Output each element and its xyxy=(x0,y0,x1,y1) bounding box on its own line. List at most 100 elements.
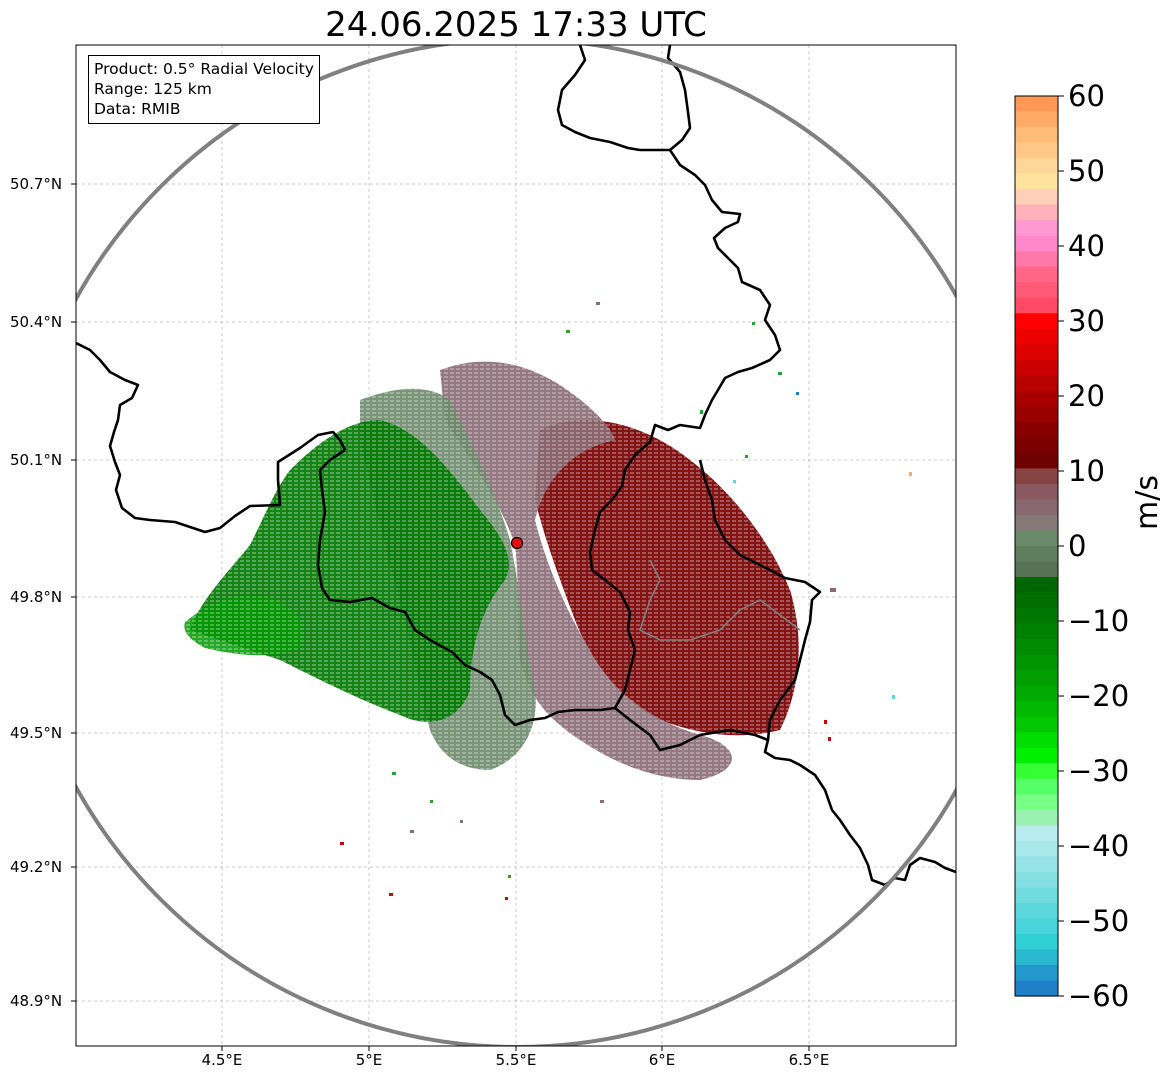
lat-tick-label: 49.5°N xyxy=(10,724,63,742)
colorbar-tick-label: 20 xyxy=(1068,379,1105,413)
colorbar-swatch xyxy=(1015,96,1058,113)
lat-tick-label: 50.7°N xyxy=(10,175,63,193)
colorbar xyxy=(1015,96,1058,997)
colorbar-swatch xyxy=(1015,856,1058,873)
colorbar-swatch xyxy=(1015,933,1058,951)
border-belgium-france-central xyxy=(316,448,616,727)
colorbar-swatch xyxy=(1015,918,1058,935)
lon-tick-label: 5.5°E xyxy=(495,1051,537,1069)
colorbar-tick-label: 40 xyxy=(1068,229,1105,263)
colorbar-swatch xyxy=(1015,220,1058,237)
colorbar-swatch xyxy=(1015,871,1058,888)
colorbar-swatch xyxy=(1015,142,1058,159)
info-product: Product: 0.5° Radial Velocity xyxy=(94,60,314,78)
colorbar-swatch xyxy=(1015,297,1058,314)
colorbar-swatch xyxy=(1015,452,1058,470)
colorbar-swatch xyxy=(1015,328,1058,345)
colorbar-swatch xyxy=(1015,809,1058,826)
colorbar-tick-label: 10 xyxy=(1068,454,1105,488)
colorbar-swatch xyxy=(1015,778,1058,795)
colorbar-swatch xyxy=(1015,577,1058,594)
colorbar-tick-label: −20 xyxy=(1068,679,1130,713)
colorbar-swatch xyxy=(1015,949,1058,966)
colorbar-swatch xyxy=(1015,344,1058,361)
colorbar-swatch xyxy=(1015,902,1058,920)
colorbar-tick-label: −40 xyxy=(1068,829,1130,863)
colorbar-swatch xyxy=(1015,390,1058,407)
colorbar-swatch xyxy=(1015,964,1058,982)
colorbar-swatch xyxy=(1015,732,1058,749)
border-luxembourg-east xyxy=(698,459,822,741)
lon-tick-label: 6.5°E xyxy=(788,1051,830,1069)
lat-tick-label: 49.8°N xyxy=(10,588,63,606)
colorbar-swatch xyxy=(1015,189,1058,206)
lon-tick-label: 4.5°E xyxy=(201,1051,243,1069)
colorbar-tick-label: 60 xyxy=(1068,79,1105,113)
colorbar-swatch xyxy=(1015,685,1058,702)
border-luxembourg xyxy=(588,45,782,709)
colorbar-swatch xyxy=(1015,158,1058,175)
colorbar-tick-label: −60 xyxy=(1068,979,1130,1013)
colorbar-swatch xyxy=(1015,313,1058,330)
colorbar-swatch xyxy=(1015,173,1058,190)
colorbar-swatch xyxy=(1015,623,1058,640)
colorbar-swatch xyxy=(1015,887,1058,904)
region-outline xyxy=(639,559,801,641)
colorbar-swatch xyxy=(1015,546,1058,563)
colorbar-tick-label: 30 xyxy=(1068,304,1105,338)
colorbar-swatch xyxy=(1015,127,1058,144)
info-data-source: Data: RMIB xyxy=(94,100,181,118)
colorbar-swatch xyxy=(1015,825,1058,842)
product-info-box: Product: 0.5° Radial Velocity Range: 125… xyxy=(88,55,320,124)
lat-tick-label: 49.2°N xyxy=(10,858,63,876)
colorbar-swatch xyxy=(1015,421,1058,438)
lat-tick-label: 48.9°N xyxy=(10,992,63,1010)
colorbar-swatch xyxy=(1015,235,1058,252)
velocity-echoes xyxy=(184,302,912,900)
colorbar-swatch xyxy=(1015,111,1058,128)
colorbar-swatch xyxy=(1015,716,1058,733)
map-title: 24.06.2025 17:33 UTC xyxy=(325,5,707,45)
colorbar-swatch xyxy=(1015,561,1058,578)
colorbar-swatch xyxy=(1015,437,1058,454)
colorbar-swatch xyxy=(1015,406,1058,423)
colorbar-swatch xyxy=(1015,747,1058,764)
colorbar-swatch xyxy=(1015,763,1058,780)
colorbar-swatch xyxy=(1015,592,1058,609)
colorbar-swatch xyxy=(1015,980,1058,997)
colorbar-tick-label: −30 xyxy=(1068,754,1130,788)
lat-tick-label: 50.1°N xyxy=(10,451,63,469)
lon-tick-label: 6°E xyxy=(648,1051,676,1069)
radar-site-marker xyxy=(510,536,524,550)
lat-tick-label: 50.4°N xyxy=(10,313,63,331)
country-borders xyxy=(76,45,956,887)
colorbar-swatch xyxy=(1015,608,1058,625)
colorbar-swatch xyxy=(1015,654,1058,671)
colorbar-swatch xyxy=(1015,639,1058,656)
lon-tick-label: 5°E xyxy=(355,1051,383,1069)
colorbar-swatch xyxy=(1015,701,1058,718)
colorbar-swatch xyxy=(1015,468,1058,485)
colorbar-tick-label: 50 xyxy=(1068,154,1105,188)
colorbar-swatch xyxy=(1015,359,1058,376)
colorbar-swatch xyxy=(1015,483,1058,501)
colorbar-swatch xyxy=(1015,794,1058,811)
colorbar-swatch xyxy=(1015,670,1058,687)
colorbar-swatch xyxy=(1015,375,1058,392)
border-belgium-france-west xyxy=(76,341,347,534)
colorbar-swatch xyxy=(1015,251,1058,268)
colorbar-swatch xyxy=(1015,499,1058,516)
info-range: Range: 125 km xyxy=(94,80,212,98)
border-germany-east xyxy=(614,706,956,887)
colorbar-swatch xyxy=(1015,204,1058,221)
colorbar-swatch xyxy=(1015,266,1058,283)
colorbar-tick-label: −50 xyxy=(1068,904,1130,938)
colorbar-swatch xyxy=(1015,530,1058,547)
colorbar-swatch xyxy=(1015,282,1058,299)
colorbar-swatch xyxy=(1015,514,1058,532)
colorbar-swatch xyxy=(1015,840,1058,857)
colorbar-tick-label: 0 xyxy=(1068,529,1087,563)
colorbar-unit-label: m/s xyxy=(1130,475,1165,530)
colorbar-tick-label: −10 xyxy=(1068,604,1130,638)
